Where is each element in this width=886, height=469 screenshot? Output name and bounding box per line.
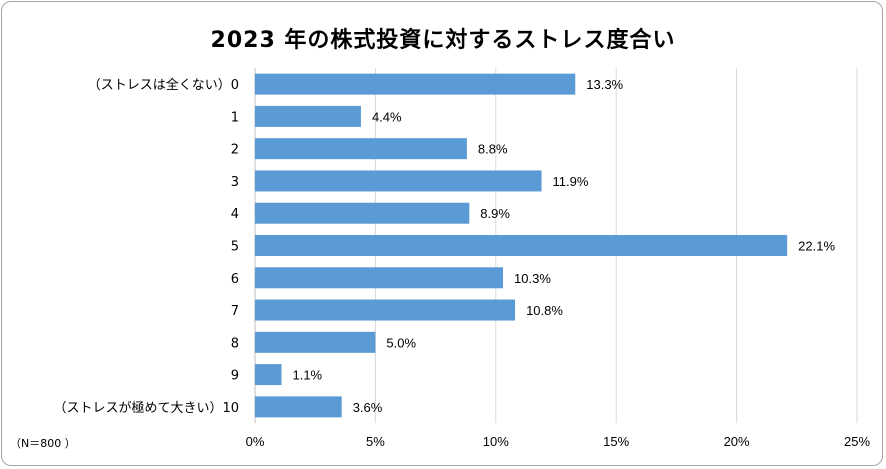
x-tick-label: 25%	[844, 434, 870, 449]
bar-10	[255, 396, 342, 418]
data-label: 8.9%	[480, 206, 510, 221]
chart-title: 2023 年の株式投資に対するストレス度合い	[210, 28, 676, 53]
bar-3	[255, 170, 542, 192]
data-labels: 13.3% 4.4% 8.8% 11.9% 8.9% 22.1% 10.3% 10.8% 5.0…	[292, 77, 835, 415]
bar-0	[255, 73, 576, 95]
category-label: 7	[231, 304, 239, 319]
category-label: 4	[231, 207, 239, 222]
bar-4	[255, 202, 470, 224]
bar-9	[255, 364, 282, 386]
data-label: 4.4%	[372, 109, 402, 124]
data-label: 8.8%	[478, 142, 508, 157]
bar-6	[255, 267, 504, 289]
category-label: 5	[231, 240, 239, 255]
data-label: 10.8%	[526, 303, 563, 318]
x-tick-labels: 0% 5% 10% 15% 20% 25%	[246, 434, 871, 449]
bar-8	[255, 331, 376, 353]
sample-size-note: （N＝800 ）	[10, 437, 76, 450]
data-label: 3.6%	[353, 400, 383, 415]
category-labels: （ストレスは全くない）0 1 2 3 4 5 6 7 8 9 （ストレスが極めて大きい）10	[53, 77, 239, 416]
category-label: （ストレスが極めて大きい）10	[53, 400, 239, 416]
category-label: 6	[231, 272, 239, 287]
category-label: 8	[231, 336, 239, 351]
data-label: 5.0%	[386, 335, 416, 350]
category-label: 3	[231, 175, 239, 190]
bar-2	[255, 138, 467, 160]
x-tick-label: 20%	[724, 434, 750, 449]
data-label: 22.1%	[798, 239, 835, 254]
category-label: 9	[231, 369, 239, 384]
x-tick-label: 0%	[246, 434, 265, 449]
data-label: 11.9%	[553, 174, 589, 189]
bar-5	[255, 235, 788, 256]
bars	[255, 73, 788, 418]
data-label: 13.3%	[586, 77, 623, 92]
bar-1	[255, 105, 361, 127]
data-label: 1.1%	[292, 368, 322, 383]
x-tick-label: 10%	[483, 434, 509, 449]
bar-7	[255, 299, 516, 321]
x-tick-label: 15%	[603, 434, 629, 449]
data-label: 10.3%	[514, 271, 551, 286]
category-label: （ストレスは全くない）0	[88, 77, 239, 93]
category-label: 1	[231, 110, 239, 125]
x-tick-label: 5%	[366, 434, 385, 449]
category-label: 2	[231, 143, 239, 158]
